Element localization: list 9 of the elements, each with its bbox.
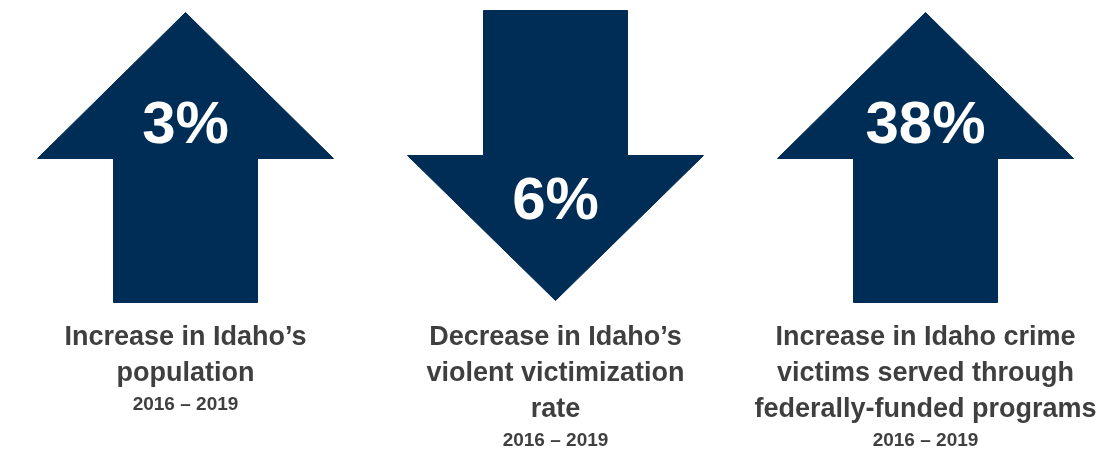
text: 2016 – 2019 <box>502 429 609 450</box>
text: 2016 – 2019 <box>132 393 239 414</box>
text: Decrease in Idaho’s violent victimization rate <box>426 320 685 423</box>
text: Increase in Idaho crime victims served through federally-funded programs <box>754 320 1097 423</box>
data-label: 3% <box>142 89 229 156</box>
data-label: 38% <box>865 89 986 156</box>
text: 2016 – 2019 <box>872 429 979 450</box>
text: Increase in Idaho’s population <box>64 320 307 387</box>
data-label: 6% <box>512 165 599 232</box>
